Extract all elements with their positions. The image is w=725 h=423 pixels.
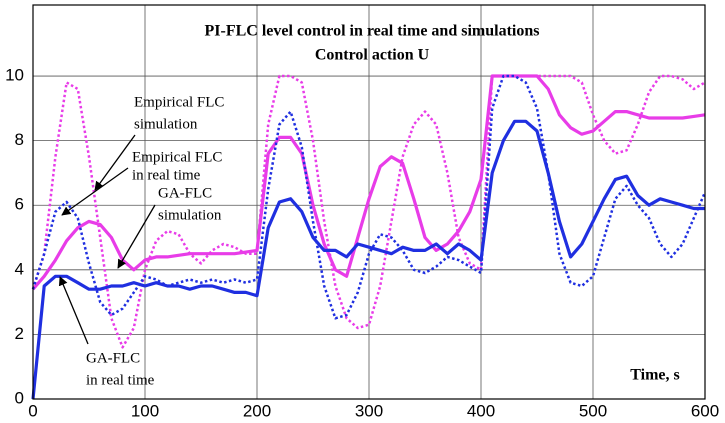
arrow bbox=[117, 204, 156, 269]
x-tick-label: 200 bbox=[243, 401, 271, 420]
annotation: in real time bbox=[86, 372, 155, 388]
arrow bbox=[58, 276, 89, 345]
series-line bbox=[31, 119, 705, 400]
chart-title: PI-FLC level control in real time and si… bbox=[205, 23, 540, 40]
y-tick-label: 6 bbox=[15, 195, 24, 214]
series-line bbox=[31, 74, 706, 349]
x-tick-label: 600 bbox=[691, 401, 719, 420]
annotation-arrows bbox=[58, 134, 156, 345]
x-tick-label: 100 bbox=[131, 401, 159, 420]
annotation: GA-FLC bbox=[158, 185, 212, 201]
x-tick-label: 500 bbox=[579, 401, 607, 420]
annotation: in real time bbox=[132, 167, 201, 183]
chart-subtitle: Control action U bbox=[315, 47, 430, 64]
annotation: Empirical FLC bbox=[134, 94, 224, 110]
series-line bbox=[31, 74, 707, 320]
y-tick-label: 0 bbox=[15, 388, 24, 407]
y-tick-label: 4 bbox=[15, 259, 24, 278]
annotation: GA-FLC bbox=[86, 350, 140, 366]
y-tick-label: 10 bbox=[5, 66, 24, 85]
series-line bbox=[31, 74, 706, 291]
y-tick-label: 2 bbox=[15, 324, 24, 343]
x-tick-label: 400 bbox=[467, 401, 495, 420]
x-axis-label: Time, s bbox=[630, 367, 679, 384]
x-tick-label: 300 bbox=[355, 401, 383, 420]
annotation: simulation bbox=[134, 116, 198, 132]
plot-frame bbox=[32, 4, 706, 400]
y-tick-label: 8 bbox=[15, 130, 24, 149]
arrow bbox=[61, 167, 129, 216]
x-tick-label: 0 bbox=[28, 401, 37, 420]
arrow bbox=[94, 134, 136, 191]
annotation: simulation bbox=[158, 207, 222, 223]
annotation: Empirical FLC bbox=[132, 149, 222, 165]
lines bbox=[31, 74, 707, 400]
